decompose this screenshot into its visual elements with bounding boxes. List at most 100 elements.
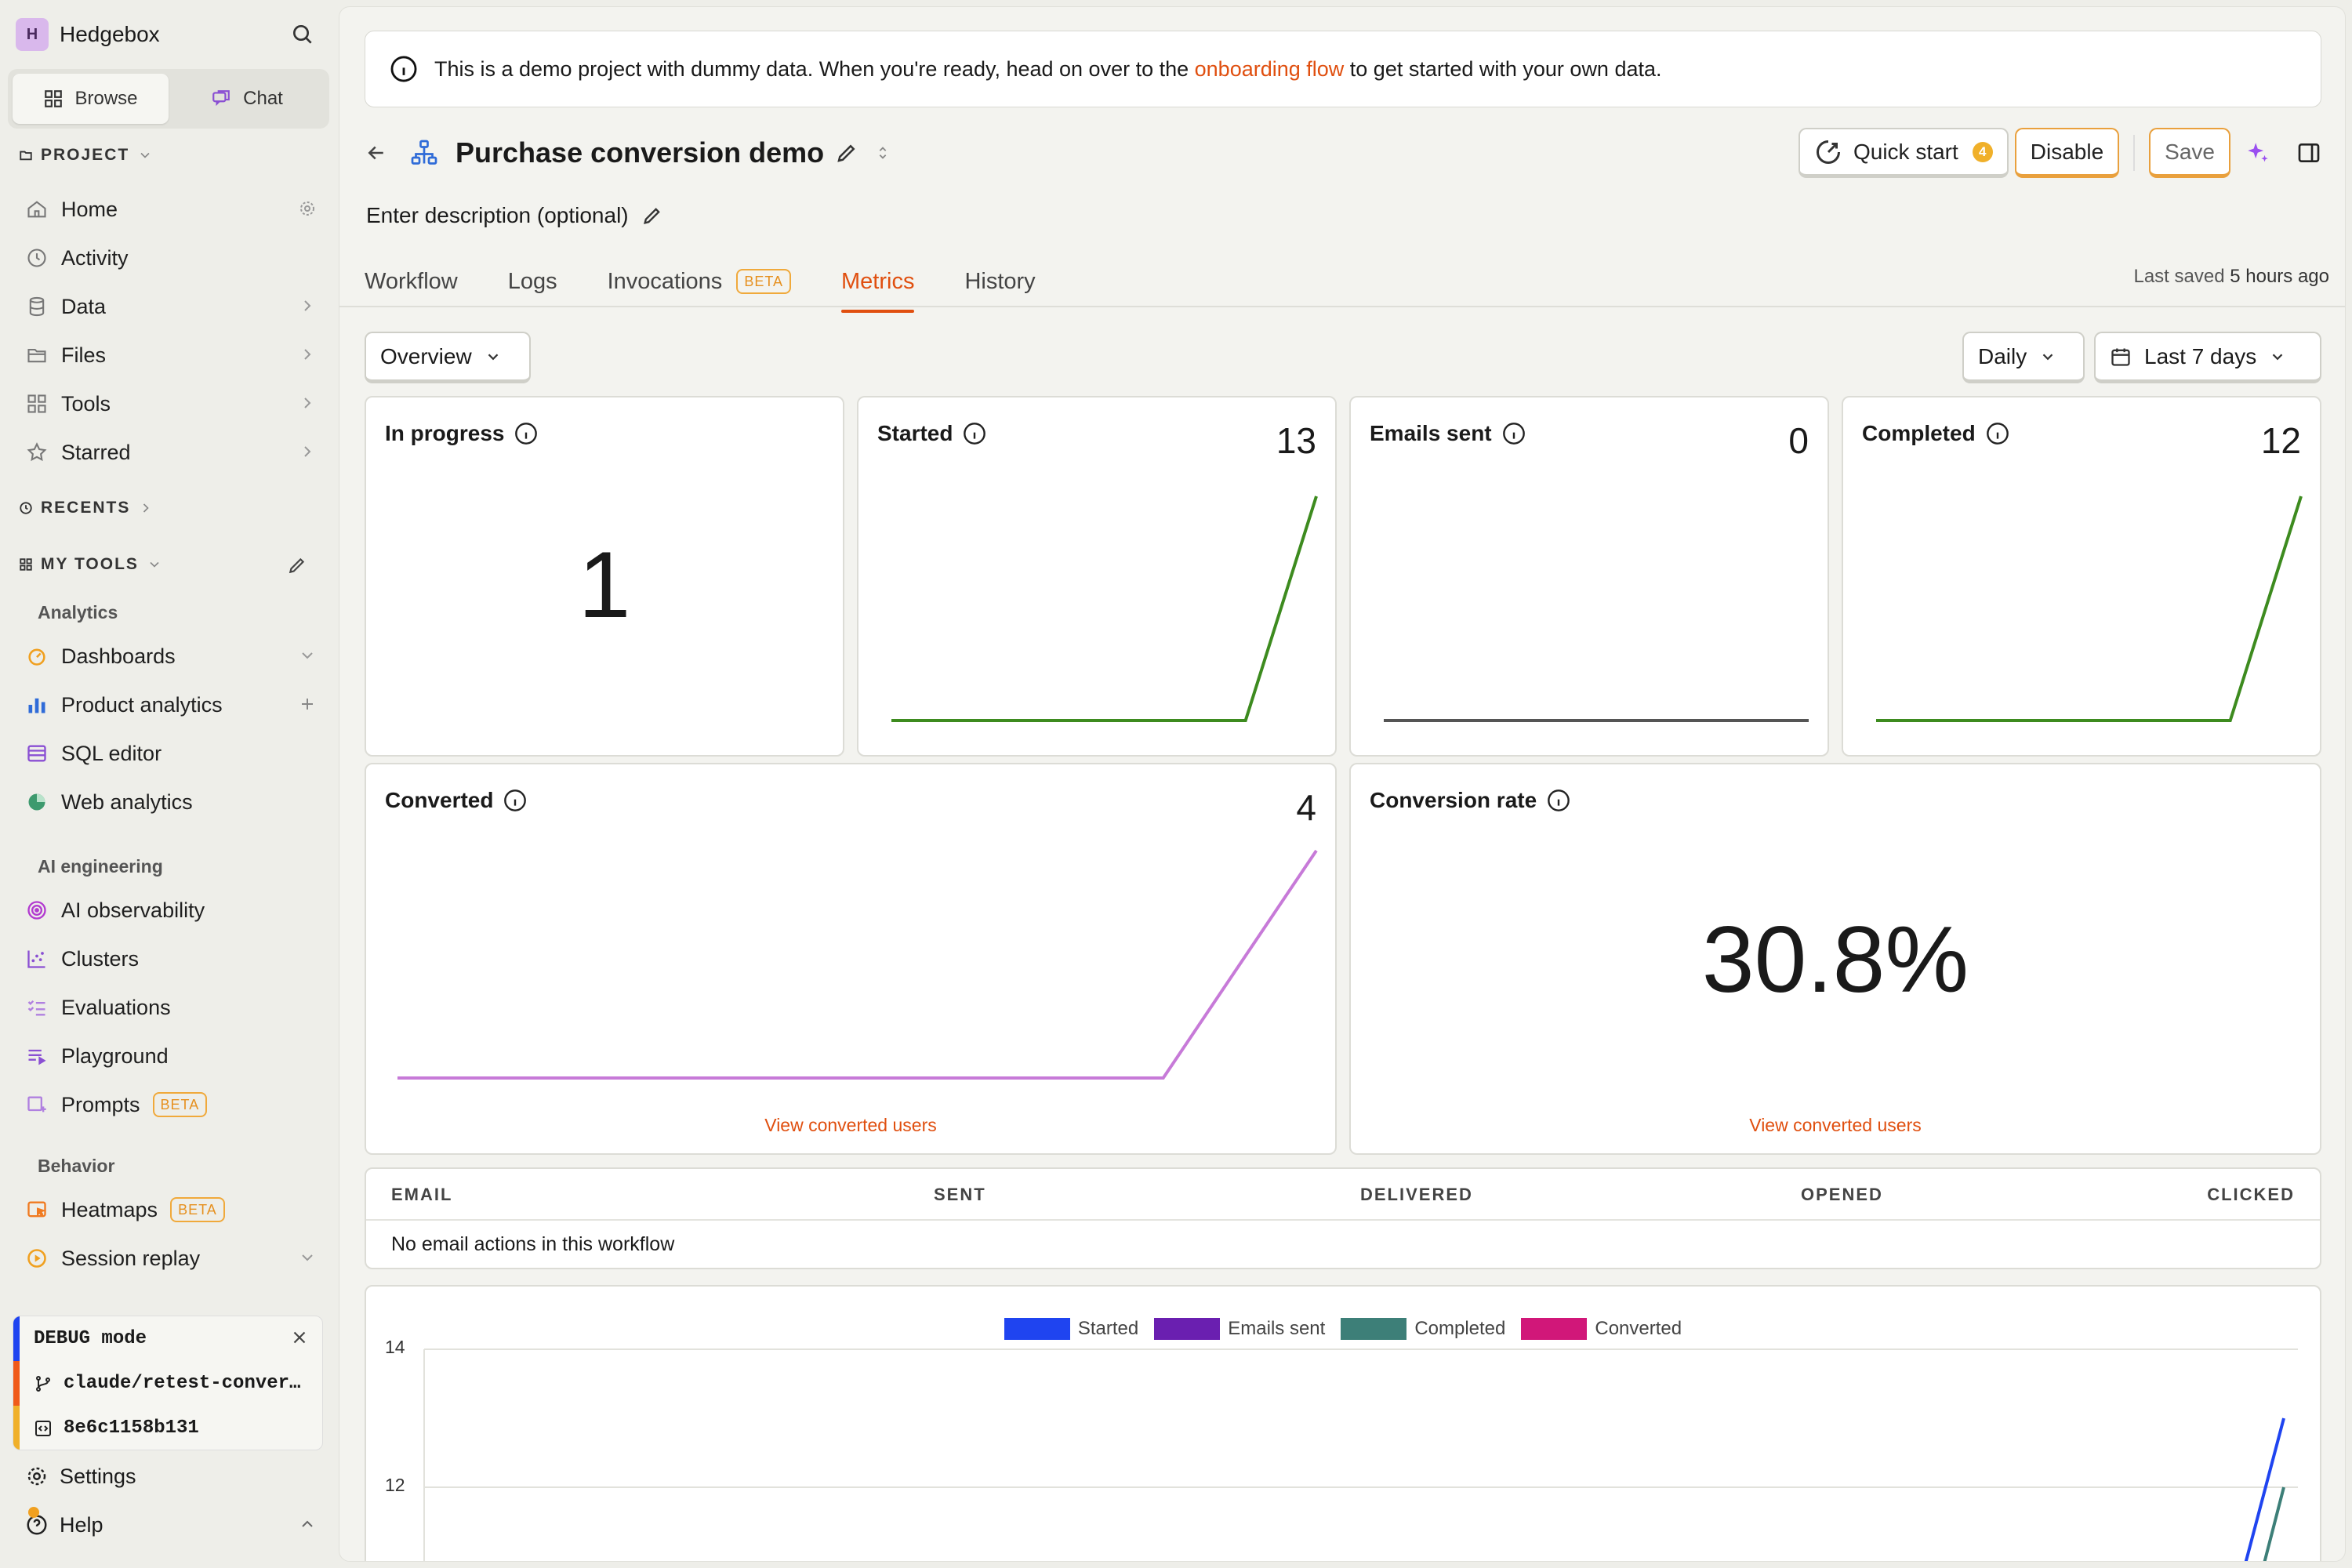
edit-icon[interactable] (287, 555, 307, 575)
sidebar-item-activity[interactable]: Activity (24, 238, 321, 278)
view-converted-users-link[interactable]: View converted users (1749, 1115, 1922, 1135)
sparkle-icon[interactable] (2245, 140, 2271, 166)
sidebar-item-home[interactable]: Home (24, 190, 321, 229)
sidebar-item-sql-editor[interactable]: SQL editor (24, 734, 321, 773)
gear-icon[interactable] (298, 199, 317, 218)
sidebar-item-prompts[interactable]: Prompts BETA (24, 1085, 321, 1124)
sidebar-item-product-analytics[interactable]: Product analytics (24, 685, 321, 724)
beta-badge: BETA (152, 1092, 208, 1117)
prompt-icon (24, 1091, 50, 1118)
group-label-analytics: Analytics (38, 602, 118, 622)
chevron-up-down-icon[interactable] (874, 141, 891, 165)
save-button[interactable]: Save (2149, 128, 2230, 178)
mytools-section-toggle[interactable]: MY TOOLS (19, 555, 162, 574)
sidebar-item-label: Prompts (61, 1092, 140, 1116)
y-tick-label: 12 (385, 1475, 405, 1495)
metric-card-converted: Converted 4 View converted users (365, 763, 1337, 1155)
search-icon[interactable] (290, 22, 315, 47)
interval-select[interactable]: Daily (1962, 332, 2085, 383)
info-icon[interactable] (514, 421, 539, 446)
bar-chart-icon (24, 691, 50, 718)
quick-start-label: Quick start (1853, 139, 1958, 164)
info-icon[interactable] (1546, 788, 1571, 813)
close-icon[interactable] (289, 1327, 310, 1348)
tab-invocations[interactable]: Invocations BETA (608, 250, 791, 313)
plus-icon[interactable] (298, 695, 317, 713)
column-header-email: EMAIL (391, 1185, 453, 1204)
sidebar-item-evaluations[interactable]: Evaluations (24, 988, 321, 1027)
legend-item[interactable]: Emails sent (1154, 1318, 1325, 1340)
disable-button[interactable]: Disable (2014, 128, 2120, 178)
tab-label: Invocations (607, 268, 723, 294)
browse-tab[interactable]: Browse (13, 74, 169, 124)
legend-label: Started (1077, 1318, 1139, 1339)
sidebar-item-web-analytics[interactable]: Web analytics (24, 782, 321, 822)
chevron-down-icon[interactable] (298, 646, 317, 665)
scatter-icon (24, 946, 50, 972)
sidebar-item-starred[interactable]: Starred (24, 433, 321, 472)
sidebar-item-ai-observability[interactable]: AI observability (24, 891, 321, 930)
legend-item[interactable]: Converted (1521, 1318, 1682, 1340)
org-switcher[interactable]: H Hedgebox (16, 17, 323, 52)
sidebar-item-heatmaps[interactable]: Heatmaps BETA (24, 1190, 321, 1229)
chevron-down-icon[interactable] (298, 1248, 317, 1267)
legend-item[interactable]: Completed (1341, 1318, 1505, 1340)
sidebar-item-session-replay[interactable]: Session replay (24, 1239, 321, 1278)
metric-value: 0 (1788, 420, 1809, 461)
sidebar-item-label: Tools (61, 391, 111, 416)
sidebar-item-tools[interactable]: Tools (24, 384, 321, 423)
date-range-select[interactable]: Last 7 days (2094, 332, 2321, 383)
metric-card-emails-sent: Emails sent 0 (1349, 396, 1829, 757)
sidebar-item-label: Evaluations (61, 995, 171, 1019)
code-icon (34, 1419, 53, 1438)
tab-divider (339, 306, 2345, 307)
email-actions-table: EMAIL SENT DELIVERED OPENED CLICKED No e… (365, 1167, 2321, 1269)
info-icon[interactable] (962, 421, 987, 446)
card-title: Started (877, 421, 987, 446)
tab-bar: Workflow Logs Invocations BETA Metrics Hi… (365, 250, 2321, 313)
sidebar-item-label: Web analytics (61, 789, 193, 814)
sidebar-item-files[interactable]: Files (24, 336, 321, 375)
sidebar-item-playground[interactable]: Playground (24, 1036, 321, 1076)
legend-swatch (1521, 1318, 1588, 1340)
metric-card-completed: Completed 12 (1842, 396, 2321, 757)
onboarding-link[interactable]: onboarding flow (1194, 56, 1345, 81)
legend-item[interactable]: Started (1004, 1318, 1138, 1340)
card-label: Completed (1862, 421, 1976, 445)
recents-section-toggle[interactable]: RECENTS (19, 499, 154, 517)
card-title: Converted (385, 788, 528, 813)
beta-badge: BETA (736, 269, 791, 294)
sidebar-item-data[interactable]: Data (24, 287, 321, 326)
pencil-icon (641, 205, 663, 227)
tab-workflow[interactable]: Workflow (365, 250, 458, 313)
back-arrow-icon[interactable] (365, 141, 388, 165)
workflow-icon (410, 139, 438, 167)
debug-mode-label: DEBUG mode (34, 1328, 147, 1349)
interval-value: Daily (1978, 343, 2027, 368)
chat-tab[interactable]: Chat (169, 74, 325, 124)
info-icon[interactable] (1501, 421, 1526, 446)
view-converted-users-link[interactable]: View converted users (764, 1115, 937, 1135)
pencil-icon[interactable] (835, 141, 858, 165)
trend-chart: Started Emails sent Completed Converted … (365, 1285, 2321, 1561)
tab-history[interactable]: History (964, 250, 1035, 313)
overview-select[interactable]: Overview (365, 332, 531, 383)
tab-metrics[interactable]: Metrics (841, 250, 915, 313)
info-icon[interactable] (1985, 421, 2010, 446)
recents-label: RECENTS (41, 499, 131, 517)
description-field[interactable]: Enter description (optional) (366, 203, 663, 228)
project-section-toggle[interactable]: PROJECT (19, 146, 153, 165)
sidebar-item-dashboards[interactable]: Dashboards (24, 637, 321, 676)
git-branch-icon (34, 1374, 53, 1393)
main-content: This is a demo project with dummy data. … (339, 6, 2346, 1562)
help-button[interactable]: Help (24, 1505, 321, 1544)
banner-text-after: to get started with your own data. (1344, 56, 1662, 81)
settings-button[interactable]: Settings (24, 1457, 321, 1496)
sparkline-series (891, 495, 1318, 722)
side-panel-icon[interactable] (2296, 140, 2321, 165)
disable-label: Disable (2030, 139, 2104, 164)
quick-start-button[interactable]: Quick start 4 (1798, 128, 2009, 178)
tab-logs[interactable]: Logs (508, 250, 557, 313)
sidebar-item-clusters[interactable]: Clusters (24, 939, 321, 978)
info-icon[interactable] (503, 788, 528, 813)
